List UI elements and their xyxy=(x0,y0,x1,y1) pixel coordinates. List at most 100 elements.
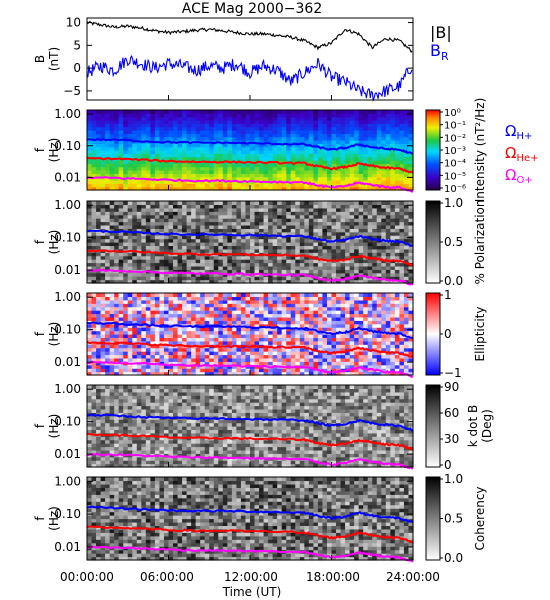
spectrogram-cell xyxy=(304,110,310,114)
spectrogram-cell xyxy=(159,361,165,366)
spectrogram-cell xyxy=(345,316,351,321)
spectrogram-cell xyxy=(250,238,256,243)
spectrogram-cell xyxy=(159,218,165,223)
spectrogram-cell xyxy=(308,299,314,304)
spectrogram-cell xyxy=(272,361,278,366)
spectrogram-cell xyxy=(295,310,301,315)
spectrogram-cell xyxy=(245,170,251,174)
spectrogram-cell xyxy=(227,248,233,253)
spectrogram-cell xyxy=(286,153,292,158)
spectrogram-cell xyxy=(340,218,346,223)
spectrogram-cell xyxy=(336,207,342,212)
spectrogram-cell xyxy=(308,146,314,151)
spectrogram-cell xyxy=(354,166,360,171)
spectrogram-cell xyxy=(123,337,129,342)
spectrogram-cell xyxy=(372,153,378,158)
spectrogram-cell xyxy=(173,116,179,121)
spectrogram-cell xyxy=(340,126,346,131)
spectrogram-cell xyxy=(408,183,414,188)
spectrogram-cell xyxy=(304,183,310,188)
spectrogram-cell xyxy=(136,299,142,304)
spectrogram-cell xyxy=(209,126,215,131)
spectrogram-cell xyxy=(313,242,319,247)
spectrogram-cell xyxy=(231,238,238,243)
spectrogram-cell xyxy=(154,123,161,128)
spectrogram-cell xyxy=(100,123,106,128)
spectrogram-cell xyxy=(114,180,120,184)
spectrogram-cell xyxy=(390,224,396,229)
spectrogram-cell xyxy=(114,296,120,301)
spectrogram-cell xyxy=(141,201,147,206)
spectrogram-cell xyxy=(354,323,360,328)
spectrogram-cell xyxy=(209,173,215,178)
spectrogram-cell xyxy=(299,361,305,366)
spectrogram-cell xyxy=(118,160,124,164)
spectrogram-cell xyxy=(204,340,210,345)
spectrogram-cell xyxy=(399,207,405,212)
spectrogram-cell xyxy=(159,245,165,250)
spectrogram-cell xyxy=(345,224,351,229)
spectrogram-cell xyxy=(182,153,188,158)
spectrogram-cell xyxy=(281,231,287,236)
spectrogram-cell xyxy=(109,130,115,134)
spectrogram-cell xyxy=(277,262,283,267)
spectrogram-cell xyxy=(245,327,251,332)
spectrogram-cell xyxy=(204,255,210,260)
spectrogram-cell xyxy=(222,186,228,191)
spectrogram-cell xyxy=(381,245,387,250)
spectrogram-cell xyxy=(118,221,124,226)
spectrogram-cell xyxy=(254,354,260,359)
spectrogram-cell xyxy=(109,347,115,352)
spectrogram-cell xyxy=(272,242,278,247)
spectrogram-cell xyxy=(349,248,355,253)
spectrogram-cell xyxy=(231,218,238,223)
spectrogram-cell xyxy=(336,183,342,188)
spectrogram-cell xyxy=(150,364,156,369)
spectrogram-cell xyxy=(91,183,97,188)
spectrogram-cell xyxy=(240,248,247,253)
spectrogram-cell xyxy=(290,265,296,270)
spectrogram-cell xyxy=(91,180,97,184)
spectrogram-cell xyxy=(218,357,224,362)
spectrogram-cell xyxy=(317,354,324,359)
spectrogram-cell xyxy=(326,245,333,250)
spectrogram-cell xyxy=(281,218,287,223)
spectrogram-cell xyxy=(259,123,265,128)
spectrogram-cell xyxy=(281,163,287,168)
spectrogram-cell xyxy=(272,299,278,304)
spectrogram-cell xyxy=(304,279,310,284)
spectrogram-cell xyxy=(272,143,278,148)
spectrogram-cell xyxy=(186,221,192,226)
spectrogram-cell xyxy=(245,130,251,134)
spectrogram-cell xyxy=(204,371,210,376)
spectrogram-cell xyxy=(358,259,364,264)
spectrogram-cell xyxy=(304,207,310,212)
spectrogram-cell xyxy=(136,262,142,267)
spectrogram-cell xyxy=(109,364,115,369)
spectrogram-cell xyxy=(304,238,310,243)
spectrogram-cell xyxy=(136,214,142,219)
spectrogram-cell xyxy=(154,113,161,118)
spectrogram-cell xyxy=(272,153,278,158)
spectrogram-cell xyxy=(268,186,274,191)
spectrogram-cell xyxy=(173,180,179,184)
spectrogram-cell xyxy=(399,231,405,236)
spectrogram-cell xyxy=(213,130,219,134)
spectrogram-cell xyxy=(345,306,351,311)
spectrogram-cell xyxy=(150,156,156,161)
spectrogram-cell xyxy=(313,299,319,304)
spectrogram-cell xyxy=(186,110,192,114)
spectrogram-cell xyxy=(336,214,342,219)
spectrogram-cell xyxy=(186,279,192,284)
spectrogram-cell xyxy=(290,255,296,260)
spectrogram-cell xyxy=(354,176,360,181)
spectrogram-cell xyxy=(263,238,269,243)
spectrogram-cell xyxy=(227,334,233,339)
spectrogram-cell xyxy=(349,123,355,128)
spectrogram-cell xyxy=(281,340,287,345)
spectrogram-cell xyxy=(268,351,274,356)
spectrogram-cell xyxy=(376,130,382,134)
spectrogram-cell xyxy=(236,269,242,274)
spectrogram-cell xyxy=(299,143,305,148)
spectrogram-cell xyxy=(245,306,251,311)
